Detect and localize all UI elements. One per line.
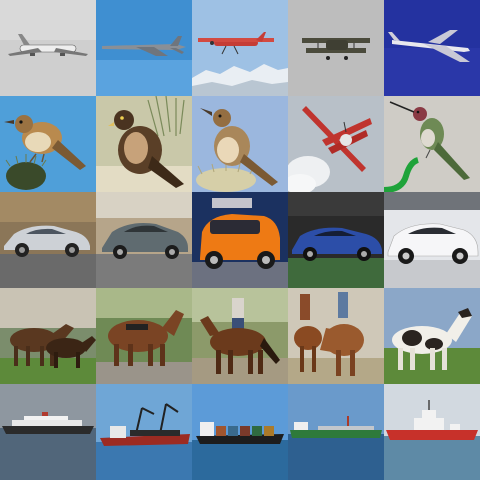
tile-horse-two-saddled <box>0 288 96 384</box>
tile-airplane-military-jet <box>96 0 192 96</box>
tile-ship-tanker <box>288 384 384 480</box>
ship-icon <box>196 422 284 444</box>
horse-icon <box>108 310 184 366</box>
tile-airplane-stunt-biplane <box>288 96 384 192</box>
airplane-icon <box>302 106 372 172</box>
horse-icon <box>200 316 280 374</box>
car-icon <box>292 227 382 261</box>
horse-icon <box>320 324 364 376</box>
airplane-icon <box>8 34 88 56</box>
rider-icon <box>300 292 348 320</box>
tile-airplane-biplane <box>288 0 384 96</box>
airplane-icon <box>388 30 470 62</box>
tile-automobile-blue-coupe <box>288 192 384 288</box>
horse-icon <box>294 326 322 372</box>
bird-icon <box>108 110 184 188</box>
car-icon <box>102 223 188 259</box>
tile-automobile-silver-sedan <box>0 192 96 288</box>
airplane-icon <box>102 36 186 56</box>
car-icon <box>387 223 479 264</box>
tile-bird-hummingbird-feeder <box>384 96 480 192</box>
tile-bird-wren-thistle <box>0 96 96 192</box>
bird-icon <box>4 115 86 170</box>
tile-bird-wren-singing <box>192 96 288 192</box>
horse-icon <box>392 308 472 370</box>
car-icon <box>200 214 280 269</box>
horse-icon <box>46 336 96 368</box>
tile-ship-container <box>192 384 288 480</box>
tile-bird-hawk-grass <box>96 96 192 192</box>
tile-horse-riders <box>288 288 384 384</box>
airplane-icon <box>302 38 370 60</box>
thistle-icon <box>5 154 47 190</box>
tile-ship-cargo-cranes <box>96 384 192 480</box>
bird-icon <box>200 108 278 186</box>
tile-airplane-airliner <box>0 0 96 96</box>
horse-icon <box>10 324 74 366</box>
airplane-icon <box>198 32 274 55</box>
ship-icon <box>100 403 190 446</box>
tile-horse-rider-brown <box>192 288 288 384</box>
ship-icon <box>290 416 382 438</box>
tile-automobile-white-concept <box>384 192 480 288</box>
tile-horse-pinto-field <box>384 288 480 384</box>
tile-horse-harness <box>96 288 192 384</box>
feeder-icon <box>384 157 419 192</box>
tile-automobile-gray-sedan <box>96 192 192 288</box>
ship-icon <box>386 400 478 440</box>
tile-automobile-orange-concept <box>192 192 288 288</box>
tile-airplane-prop-mountains <box>192 0 288 96</box>
tile-ship-red-icebreaker <box>384 384 480 480</box>
bird-icon <box>389 101 470 180</box>
tile-ship-ocean-liner <box>0 384 96 480</box>
tile-airplane-airliner-blue <box>384 0 480 96</box>
car-icon <box>4 225 90 257</box>
ship-icon <box>2 412 94 434</box>
